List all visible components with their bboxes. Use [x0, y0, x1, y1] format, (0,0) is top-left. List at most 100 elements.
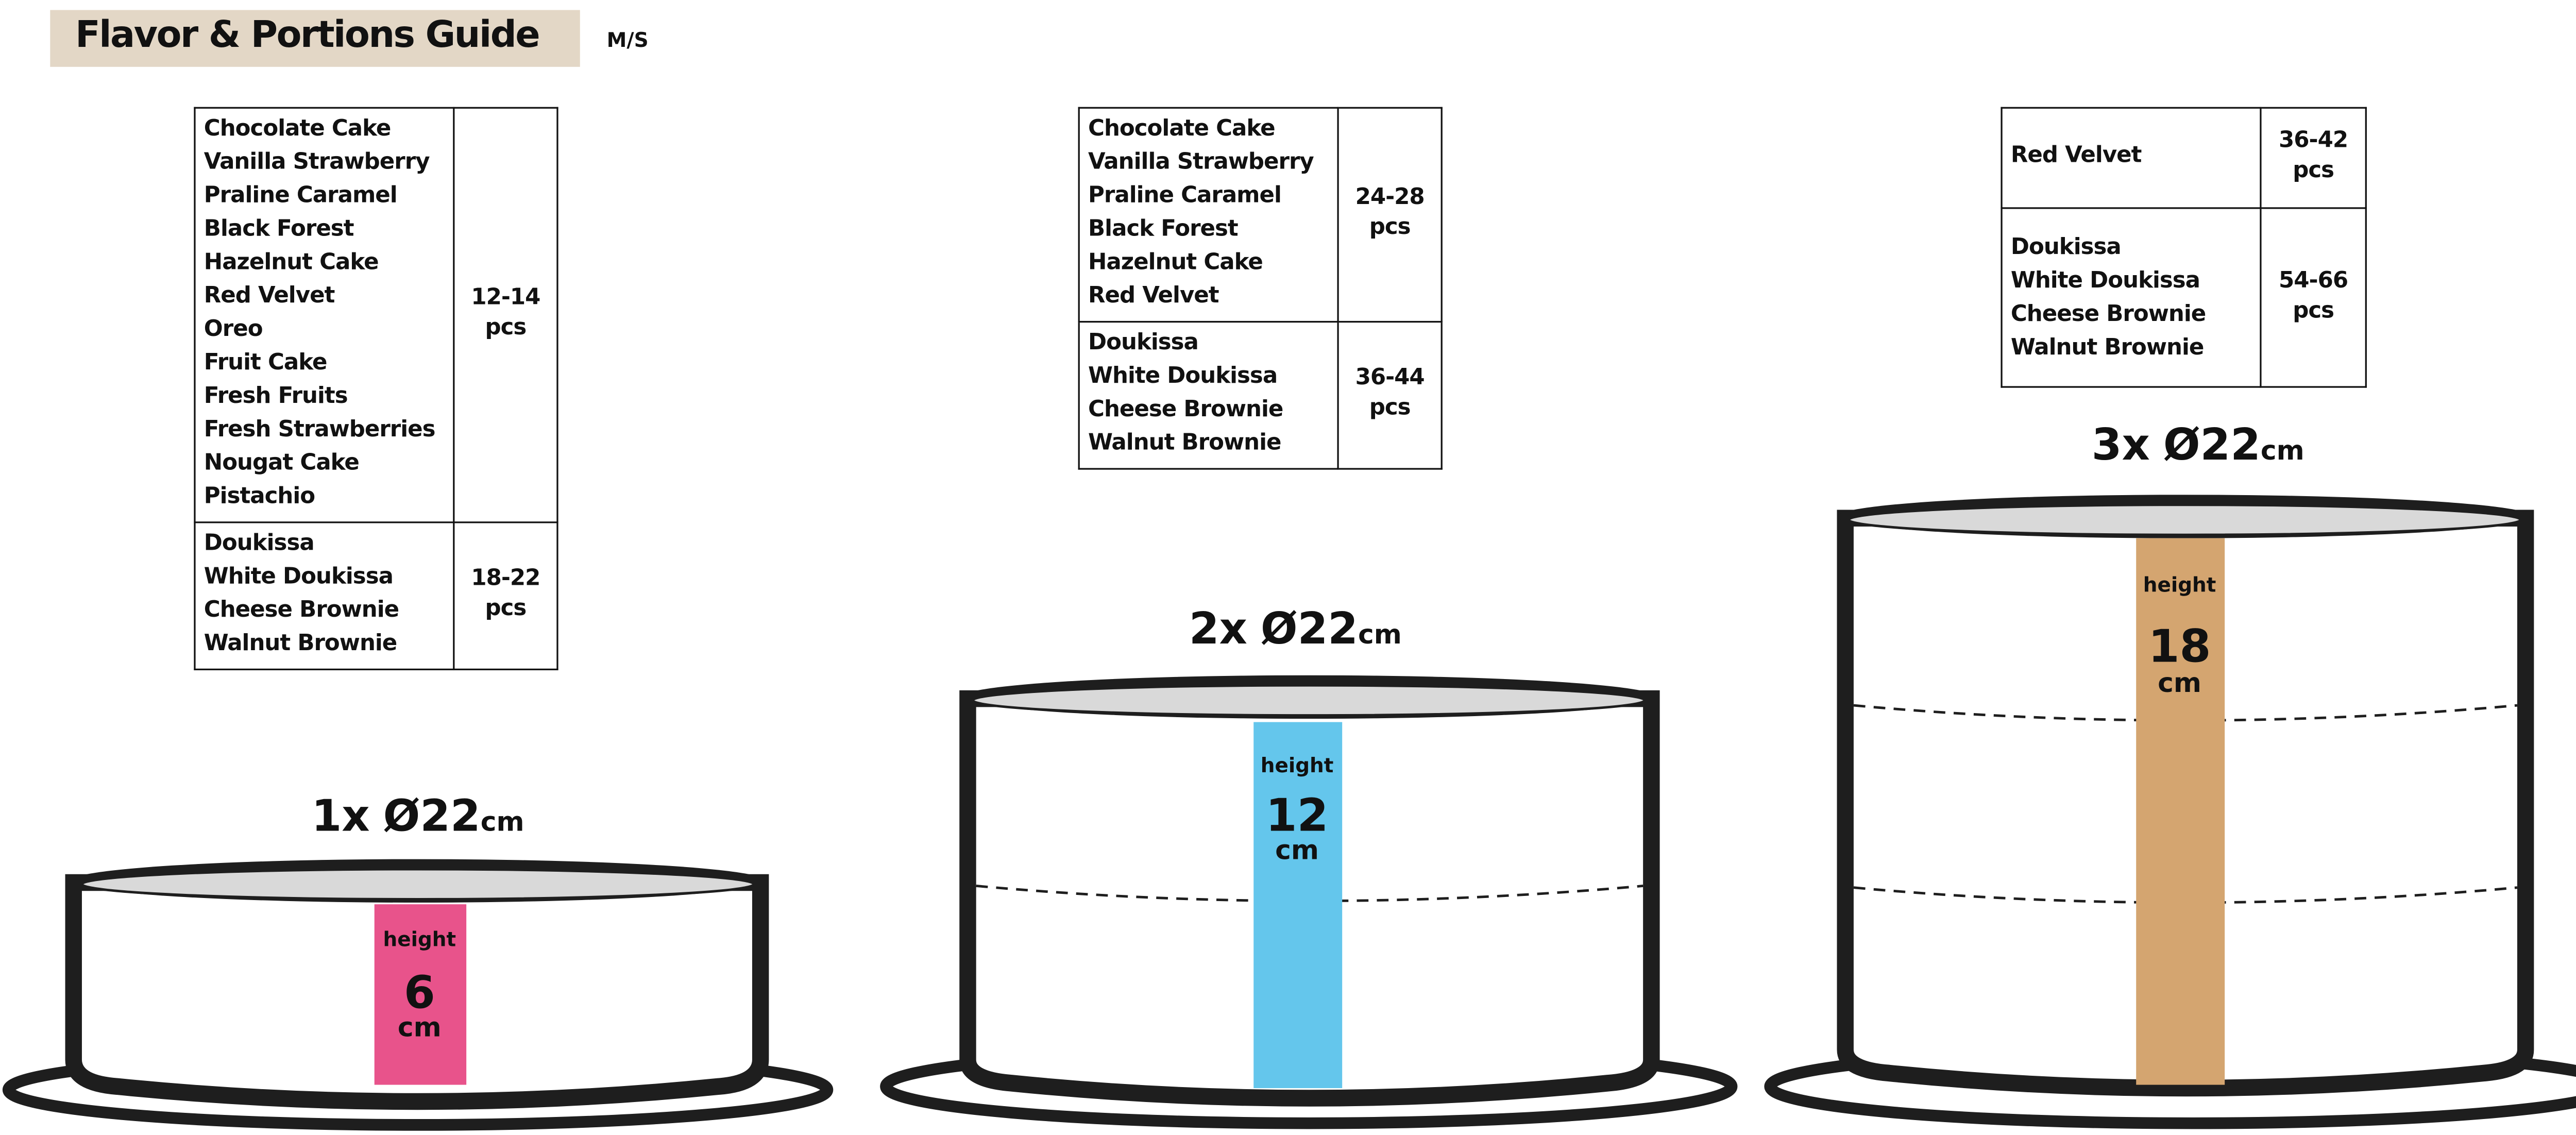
flavor-item: Cheese Brownie — [204, 598, 399, 624]
flavor-item: Walnut Brownie — [204, 632, 397, 657]
flavor-item: Doukissa — [2010, 235, 2122, 261]
flavor-item: Walnut Brownie — [2010, 336, 2204, 361]
portion-unit: pcs — [485, 597, 527, 622]
cake-1x: height 6 cm 1x Ø22cm — [2, 790, 834, 1131]
title-banner: Flavor & Portions Guide — [50, 10, 580, 67]
portion-count: 18-22 pcs — [453, 521, 558, 670]
flavor-item: Doukissa — [204, 531, 315, 557]
flavor-item: Hazelnut Cake — [1088, 250, 1263, 276]
flavor-group-row: Doukissa White Doukissa Cheese Brownie Waln… — [1078, 320, 1443, 470]
flavor-item: Chocolate Cake — [1088, 117, 1276, 142]
flavor-item: White Doukissa — [1088, 364, 1278, 389]
tier-count: 1x — [312, 790, 370, 841]
flavor-list: Doukissa White Doukissa Cheese Brownie Waln… — [2001, 207, 2262, 388]
cake-top — [971, 684, 1646, 717]
height-unit: cm — [398, 1012, 442, 1043]
height-stripe — [374, 904, 467, 1085]
flavor-item: Praline Caramel — [1088, 183, 1282, 209]
flavor-item: Red Velvet — [2010, 144, 2142, 169]
flavor-list: Doukissa White Doukissa Cheese Brownie Waln… — [1078, 320, 1339, 470]
height-value: 6 — [404, 966, 435, 1019]
height-label: height — [383, 928, 456, 951]
portion-range: 54-66 — [2279, 268, 2348, 294]
cake-3x: height 18 cm 3x Ø22cm — [1764, 419, 2576, 1129]
flavor-item: Black Forest — [1088, 217, 1239, 243]
portion-unit: pcs — [2293, 298, 2334, 324]
layer-divider — [976, 885, 1643, 903]
flavor-item: Cheese Brownie — [1088, 398, 1283, 423]
flavor-item: Fruit Cake — [204, 351, 328, 376]
flavor-item: Praline Caramel — [204, 183, 398, 209]
diameter-unit: cm — [1358, 619, 1402, 650]
tier-count: 3x — [2092, 419, 2150, 470]
height-label: height — [1261, 754, 1334, 777]
height-value: 12 — [1266, 789, 1329, 841]
flavor-item: Pistachio — [204, 484, 315, 510]
flavor-item: Fresh Strawberries — [204, 418, 436, 443]
height-unit: cm — [2158, 668, 2201, 699]
portion-count: 36-42 pcs — [2260, 107, 2367, 209]
flavor-group-row: Doukissa White Doukissa Cheese Brownie Waln… — [194, 521, 558, 670]
flavor-item: Hazelnut Cake — [204, 250, 379, 276]
height-stripe — [1253, 722, 1343, 1089]
portion-unit: pcs — [2293, 159, 2334, 184]
cake-top — [80, 868, 755, 901]
flavor-item: White Doukissa — [204, 565, 394, 590]
diameter: Ø22 — [1261, 603, 1358, 654]
flavor-list: Chocolate Cake Vanilla Strawberry Praline … — [194, 107, 455, 523]
flavor-list: Chocolate Cake Vanilla Strawberry Praline … — [1078, 107, 1339, 323]
portion-count: 36-44 pcs — [1337, 320, 1443, 470]
height-value: 18 — [2148, 620, 2211, 673]
height-label: height — [2143, 573, 2216, 597]
flavor-item: Oreo — [204, 317, 263, 343]
size-tag: M/S — [606, 28, 649, 52]
portion-unit: pcs — [485, 316, 527, 341]
diameter: Ø22 — [2163, 419, 2261, 470]
flavor-item: White Doukissa — [2010, 269, 2200, 294]
flavor-item: Chocolate Cake — [204, 117, 392, 142]
flavor-group-row: Chocolate Cake Vanilla Strawberry Praline … — [1078, 107, 1443, 323]
portion-range: 36-44 — [1355, 366, 1425, 392]
cake-top — [1847, 503, 2522, 536]
flavor-list: Red Velvet — [2001, 107, 2262, 209]
tier-count: 2x — [1189, 603, 1247, 654]
flavor-item: Nougat Cake — [204, 451, 360, 477]
portion-range: 18-22 — [471, 566, 540, 592]
flavor-item: Black Forest — [204, 217, 354, 243]
portion-range: 12-14 — [471, 285, 540, 311]
portion-range: 36-42 — [2279, 128, 2348, 154]
flavor-item: Doukissa — [1088, 331, 1199, 357]
portion-unit: pcs — [1369, 215, 1411, 241]
flavor-item: Walnut Brownie — [1088, 431, 1281, 456]
flavor-item: Vanilla Strawberry — [204, 150, 430, 176]
portion-range: 24-28 — [1355, 185, 1425, 211]
flavor-table-2x: Chocolate Cake Vanilla Strawberry Praline … — [1078, 107, 1443, 470]
flavor-list: Doukissa White Doukissa Cheese Brownie Waln… — [194, 521, 455, 670]
page-title: Flavor & Portions Guide — [75, 15, 540, 57]
flavor-table-3x: Red Velvet 36-42 pcs Doukissa White Doukissa… — [2001, 107, 2367, 388]
portion-count: 54-66 pcs — [2260, 207, 2367, 388]
flavor-item: Cheese Brownie — [2010, 302, 2206, 328]
portion-count: 24-28 pcs — [1337, 107, 1443, 323]
cake-size-label: 1x Ø22cm — [312, 790, 524, 841]
flavor-group-row: Red Velvet 36-42 pcs — [2001, 107, 2367, 209]
diameter: Ø22 — [383, 790, 481, 841]
cake-size-label: 3x Ø22cm — [2092, 419, 2304, 470]
portion-count: 12-14 pcs — [453, 107, 558, 523]
flavor-item: Fresh Fruits — [204, 384, 348, 410]
portion-unit: pcs — [1369, 396, 1411, 421]
flavor-item: Red Velvet — [204, 284, 335, 310]
flavor-table-1x: Chocolate Cake Vanilla Strawberry Praline … — [194, 107, 558, 670]
height-unit: cm — [1275, 835, 1319, 866]
flavor-group-row: Doukissa White Doukissa Cheese Brownie Waln… — [2001, 207, 2367, 388]
cake-size-label: 2x Ø22cm — [1189, 603, 1402, 654]
diameter-unit: cm — [2261, 435, 2304, 466]
diameter-unit: cm — [481, 806, 524, 837]
flavor-item: Vanilla Strawberry — [1088, 150, 1314, 176]
height-stripe — [2136, 538, 2225, 1085]
cake-2x: height 12 cm 2x Ø22cm — [880, 603, 1738, 1129]
flavor-item: Red Velvet — [1088, 284, 1219, 310]
flavor-group-row: Chocolate Cake Vanilla Strawberry Praline … — [194, 107, 558, 523]
